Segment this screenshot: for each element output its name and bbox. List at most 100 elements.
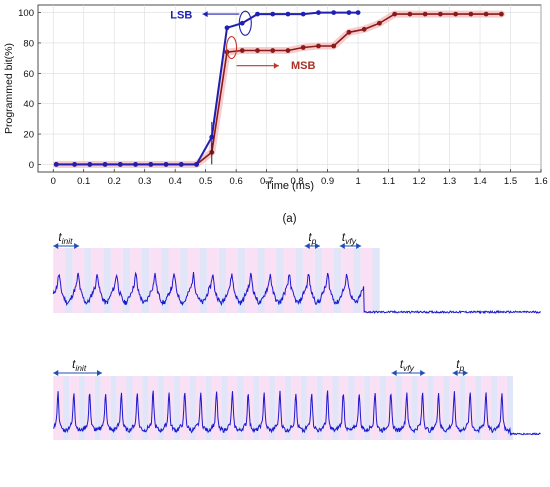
verify-phase-band — [253, 376, 260, 440]
msb-data-point — [331, 43, 337, 49]
annotation-t-p: tp — [308, 232, 316, 246]
t-vfy-arrow-head-right — [356, 243, 362, 249]
program-phase-band — [283, 248, 296, 313]
program-phase-band — [195, 376, 206, 440]
verify-phase-band — [161, 248, 169, 313]
verify-phase-band — [218, 248, 227, 313]
annotation-t-vfy: tvfy — [400, 359, 415, 373]
msb-ellipse — [226, 35, 238, 60]
verify-phase-band — [205, 376, 212, 440]
msb-data-point — [270, 48, 276, 53]
t-vfy-arrow-head-right — [420, 370, 426, 376]
lsb-arrow-head — [202, 11, 208, 18]
t-vfy-arrow-head-left — [391, 370, 397, 376]
lsb-data-point — [285, 11, 291, 17]
verify-phase-band — [334, 248, 342, 313]
x-tick-label: 0.8 — [291, 176, 304, 187]
program-phase-band — [226, 248, 238, 313]
msb-data-point — [285, 48, 291, 53]
msb-data-point — [422, 11, 428, 17]
verify-phase-band — [269, 376, 276, 440]
y-tick-label: 20 — [23, 130, 34, 141]
program-phase-band — [187, 248, 200, 313]
x-tick-label: 1.3 — [443, 176, 456, 187]
lsb-data-point — [133, 162, 138, 167]
shading-bands — [53, 376, 513, 440]
panel-label: (a) — [282, 213, 296, 225]
msb-data-point — [407, 11, 413, 17]
t-p-arrow-head-left — [452, 370, 458, 376]
verify-phase-band — [295, 248, 303, 313]
annotation-t-init: tinit — [58, 232, 73, 246]
t-init-arrow-head-left — [53, 243, 59, 249]
msb-data-point — [239, 48, 245, 53]
lsb-data-point — [331, 10, 337, 15]
current-waveform — [52, 271, 541, 315]
x-tick-label: 1 — [355, 176, 360, 187]
verify-phase-band — [300, 376, 307, 440]
program-phase-band — [148, 376, 159, 440]
annotation-t-vfy-sub: vfy — [345, 236, 357, 246]
verify-phase-band — [65, 248, 73, 313]
verify-phase-band — [491, 376, 498, 440]
t-p-arrow-head-left — [304, 243, 310, 249]
x-tick-label: 0.1 — [77, 176, 90, 187]
lsb-data-point — [224, 25, 230, 31]
program-phase-band — [264, 248, 277, 313]
program-phase-band — [110, 248, 123, 313]
x-tick-label: 1.5 — [504, 176, 517, 187]
x-tick-label: 1.4 — [473, 176, 486, 187]
current-waveform — [53, 390, 541, 437]
verify-phase-band — [380, 376, 387, 440]
verify-phase-band — [141, 248, 150, 313]
msb-data-point — [483, 11, 489, 17]
t-init-arrow-head-right — [97, 370, 103, 376]
program-phase-band — [417, 376, 428, 440]
lsb-data-point — [300, 11, 306, 17]
x-tick-label: 0.4 — [169, 176, 182, 187]
x-tick-label: 0.7 — [260, 176, 273, 187]
x-tick-label: 0.5 — [199, 176, 212, 187]
lsb-data-point — [316, 10, 321, 15]
verify-phase-band — [314, 248, 323, 313]
verify-phase-band — [78, 376, 85, 440]
program-phase-band — [401, 376, 412, 440]
program-phase-band — [164, 376, 175, 440]
annotation-t-init: tinit — [72, 359, 87, 373]
annotation-t-p-sub: p — [311, 236, 317, 246]
annotation-t-vfy-sub: vfy — [403, 363, 415, 373]
x-tick-label: 1.1 — [382, 176, 395, 187]
program-phase-band — [259, 376, 270, 440]
panel-a: 0 0.1 0.2 0.3 0.4 0.5 0.6 0.7 0.8 0.9 1 1.1 1.2 1.3 1.… — [3, 4, 548, 225]
verify-phase-band — [411, 376, 418, 440]
annotation-t-vfy: tvfy — [342, 232, 357, 246]
verify-phase-band — [94, 376, 101, 440]
y-tick-label: 60 — [23, 69, 34, 80]
verify-phase-band — [174, 376, 181, 440]
program-phase-band — [130, 248, 142, 313]
lsb-data-point — [178, 162, 184, 167]
y-tick-label: 80 — [23, 38, 34, 49]
program-phase-band — [149, 248, 162, 313]
program-phase-band — [302, 248, 315, 313]
lsb-data-point — [102, 162, 108, 167]
verify-phase-band — [427, 376, 434, 440]
verify-phase-band — [276, 248, 284, 313]
program-phase-band — [291, 376, 301, 440]
program-phase-band — [168, 248, 181, 313]
t-vfy-arrow-head-left — [339, 243, 345, 249]
annotation-t-p: tp — [456, 359, 464, 373]
x-tick-label: 0.2 — [108, 176, 121, 187]
verify-phase-band — [443, 376, 450, 440]
program-phase-band — [72, 248, 85, 313]
lsb-data-point — [87, 162, 93, 167]
msb-data-point — [498, 11, 504, 17]
lsb-data-point — [163, 162, 169, 167]
program-phase-band — [360, 248, 373, 313]
x-tick-label: 1.2 — [412, 176, 425, 187]
verify-phase-band — [110, 376, 117, 440]
program-phase-band — [53, 376, 64, 440]
lsb-data-point — [270, 11, 276, 17]
t-init-arrow-head-right — [74, 243, 80, 249]
program-phase-band — [497, 376, 507, 440]
